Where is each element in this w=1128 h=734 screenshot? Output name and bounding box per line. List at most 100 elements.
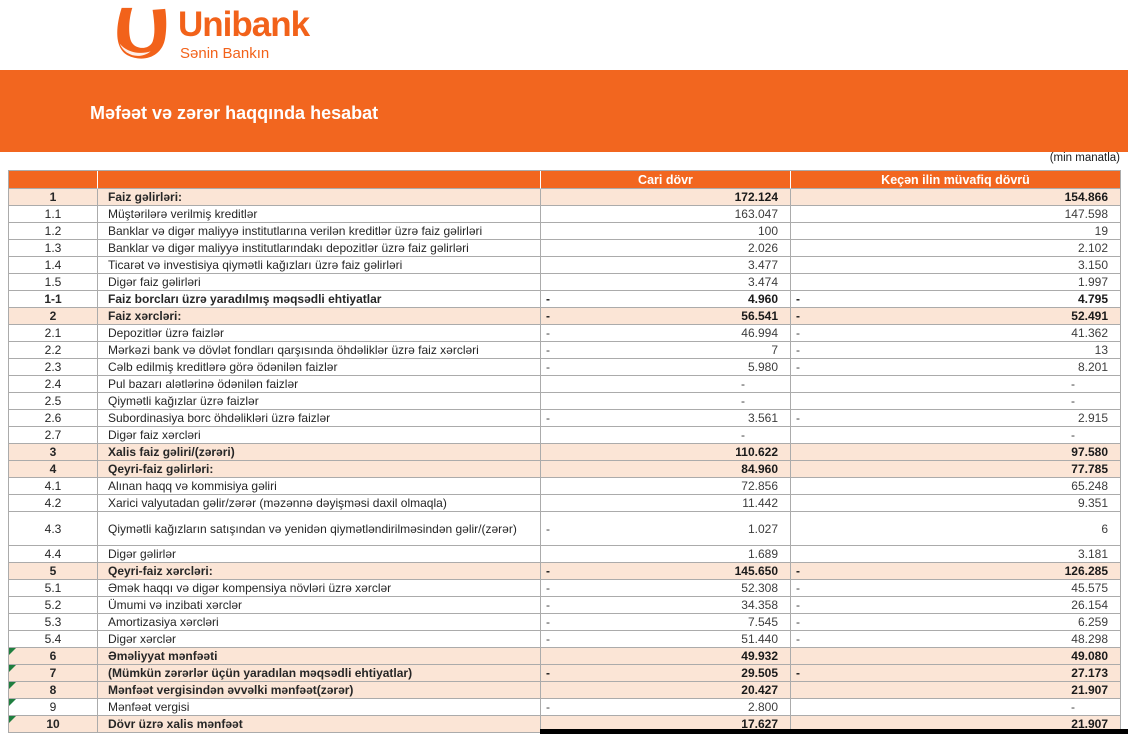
value-text: 49.080 — [1071, 649, 1108, 663]
row-label-cell: Digər xərclər — [98, 631, 541, 648]
value-text: 97.580 — [1071, 445, 1108, 459]
table-row: 5.3 Amortizasiya xərcləri -7.545-6.259 — [9, 614, 1121, 631]
previous-value-cell: 19 — [791, 223, 1121, 240]
row-label-cell: Pul bazarı alətlərinə ödənilən faizlər — [98, 376, 541, 393]
row-label-cell: Digər gəlirlər — [98, 546, 541, 563]
negative-sign: - — [796, 581, 800, 595]
value-text: 21.907 — [1071, 683, 1108, 697]
value-text: 72.856 — [741, 479, 778, 493]
row-number-cell: 6 — [9, 648, 98, 665]
row-label-cell: Qiymətli kağızlar üzrə faizlər — [98, 393, 541, 410]
value-text: 41.362 — [1071, 326, 1108, 340]
value-text: 9.351 — [1077, 496, 1108, 510]
row-number-cell: 1.1 — [9, 206, 98, 223]
row-number-cell: 10 — [9, 716, 98, 733]
green-corner-marker-icon — [9, 699, 16, 706]
row-number-cell: 5.2 — [9, 597, 98, 614]
header-label-cell — [98, 171, 541, 189]
header-previous-period: Keçən ilin müvafiq dövrü — [791, 171, 1121, 189]
row-number-cell: 2.6 — [9, 410, 98, 427]
value-text: - — [741, 428, 745, 442]
value-text: 3.150 — [1077, 258, 1108, 272]
row-number-cell: 5.3 — [9, 614, 98, 631]
negative-sign: - — [796, 411, 800, 425]
value-text: 29.505 — [741, 666, 778, 680]
row-number-cell: 2.4 — [9, 376, 98, 393]
value-text: 6 — [1101, 521, 1108, 536]
previous-value-cell: - 48.298 — [791, 631, 1121, 648]
value-text: 77.785 — [1071, 462, 1108, 476]
negative-sign: - — [796, 666, 800, 680]
current-value-cell: - 29.505 — [541, 665, 791, 682]
table-row: 2.3 Cəlb edilmiş kreditlərə görə ödənilən… — [9, 359, 1121, 376]
row-number-cell: 9 — [9, 699, 98, 716]
current-value-cell: - 56.541 — [541, 308, 791, 325]
row-label-cell: (Mümkün zərərlər üçün yaradılan məqsədli… — [98, 665, 541, 682]
row-label-cell: Qeyri-faiz gəlirləri: — [98, 461, 541, 478]
negative-sign: - — [546, 615, 550, 629]
value-text: 45.575 — [1071, 581, 1108, 595]
logo-tagline-text: Sənin Bankın — [180, 45, 270, 62]
value-text: 17.627 — [741, 717, 778, 731]
table-row: 2.2 Mərkəzi bank və dövlət fondları qarşı… — [9, 342, 1121, 359]
current-value-cell: - 145.650 — [541, 563, 791, 580]
current-value-cell: - 4.960 — [541, 291, 791, 308]
previous-value-cell: 97.580 — [791, 444, 1121, 461]
value-text: 154.866 — [1064, 190, 1108, 204]
row-number-cell: 4 — [9, 461, 98, 478]
row-label-cell: Amortizasiya xərcləri — [98, 614, 541, 631]
negative-sign: - — [546, 309, 550, 323]
value-text: 13 — [1094, 343, 1108, 357]
bottom-divider-bar — [540, 729, 1128, 734]
current-value-cell: 163.047 — [541, 206, 791, 223]
value-text: 49.932 — [741, 649, 778, 663]
current-value-cell: - 52.308 — [541, 580, 791, 597]
value-text: - — [741, 394, 745, 408]
row-number-cell: 3 — [9, 444, 98, 461]
green-corner-marker-icon — [9, 648, 16, 655]
row-number-cell: 5 — [9, 563, 98, 580]
row-label-cell: Əməliyyat mənfəəti — [98, 648, 541, 665]
row-number-cell: 5.4 — [9, 631, 98, 648]
current-value-cell: 49.932 — [541, 648, 791, 665]
previous-value-cell: 21.907 — [791, 716, 1121, 733]
value-text: 52.491 — [1071, 309, 1108, 323]
current-value-cell: 1.689 — [541, 546, 791, 563]
previous-value-cell: 3.181 — [791, 546, 1121, 563]
row-number-cell: 1 — [9, 189, 98, 206]
value-text: 48.298 — [1071, 632, 1108, 646]
row-number-cell: 2 — [9, 308, 98, 325]
previous-value-cell: - 45.575 — [791, 580, 1121, 597]
table-row: 9 Mənfəət vergisi -2.800- — [9, 699, 1121, 716]
negative-sign: - — [546, 343, 550, 357]
negative-sign: - — [796, 564, 800, 578]
row-number-cell: 1.2 — [9, 223, 98, 240]
row-label-cell: Ümumi və inzibati xərclər — [98, 597, 541, 614]
current-value-cell: 3.477 — [541, 257, 791, 274]
current-value-cell: - — [541, 376, 791, 393]
previous-value-cell: 154.866 — [791, 189, 1121, 206]
row-label-cell: Xalis faiz gəliri/(zərəri) — [98, 444, 541, 461]
negative-sign: - — [796, 632, 800, 646]
row-label-cell: Mənfəət vergisindən əvvəlki mənfəət(zərə… — [98, 682, 541, 699]
table-row: 1.1 Müştərilərə verilmiş kreditlər 163.047… — [9, 206, 1121, 223]
negative-sign: - — [796, 309, 800, 323]
negative-sign: - — [546, 521, 550, 536]
value-text: 27.173 — [1071, 666, 1108, 680]
value-text: 20.427 — [741, 683, 778, 697]
previous-value-cell: - 27.173 — [791, 665, 1121, 682]
current-value-cell: 84.960 — [541, 461, 791, 478]
table-row: 2.5 Qiymətli kağızlar üzrə faizlər - - — [9, 393, 1121, 410]
row-number-cell: 2.5 — [9, 393, 98, 410]
table-row: 4.2 Xarici valyutadan gəlir/zərər (məzənn… — [9, 495, 1121, 512]
table-row: 4.4 Digər gəlirlər 1.689 3.181 — [9, 546, 1121, 563]
row-label-cell: Qeyri-faiz xərcləri: — [98, 563, 541, 580]
row-label-cell: Mərkəzi bank və dövlət fondları qarşısın… — [98, 342, 541, 359]
report-title: Məfəət və zərər haqqında hesabat — [90, 103, 379, 123]
current-value-cell: - 7.545 — [541, 614, 791, 631]
negative-sign: - — [546, 411, 550, 425]
previous-value-cell: - 2.915 — [791, 410, 1121, 427]
previous-value-cell: 6 — [791, 512, 1121, 546]
table-row: 1-1 Faiz borcları üzrə yaradılmış məqsədl… — [9, 291, 1121, 308]
table-row: 1.5 Digər faiz gəlirləri 3.474 1.997 — [9, 274, 1121, 291]
